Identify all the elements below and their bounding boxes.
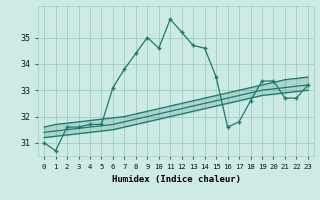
X-axis label: Humidex (Indice chaleur): Humidex (Indice chaleur) xyxy=(111,175,241,184)
